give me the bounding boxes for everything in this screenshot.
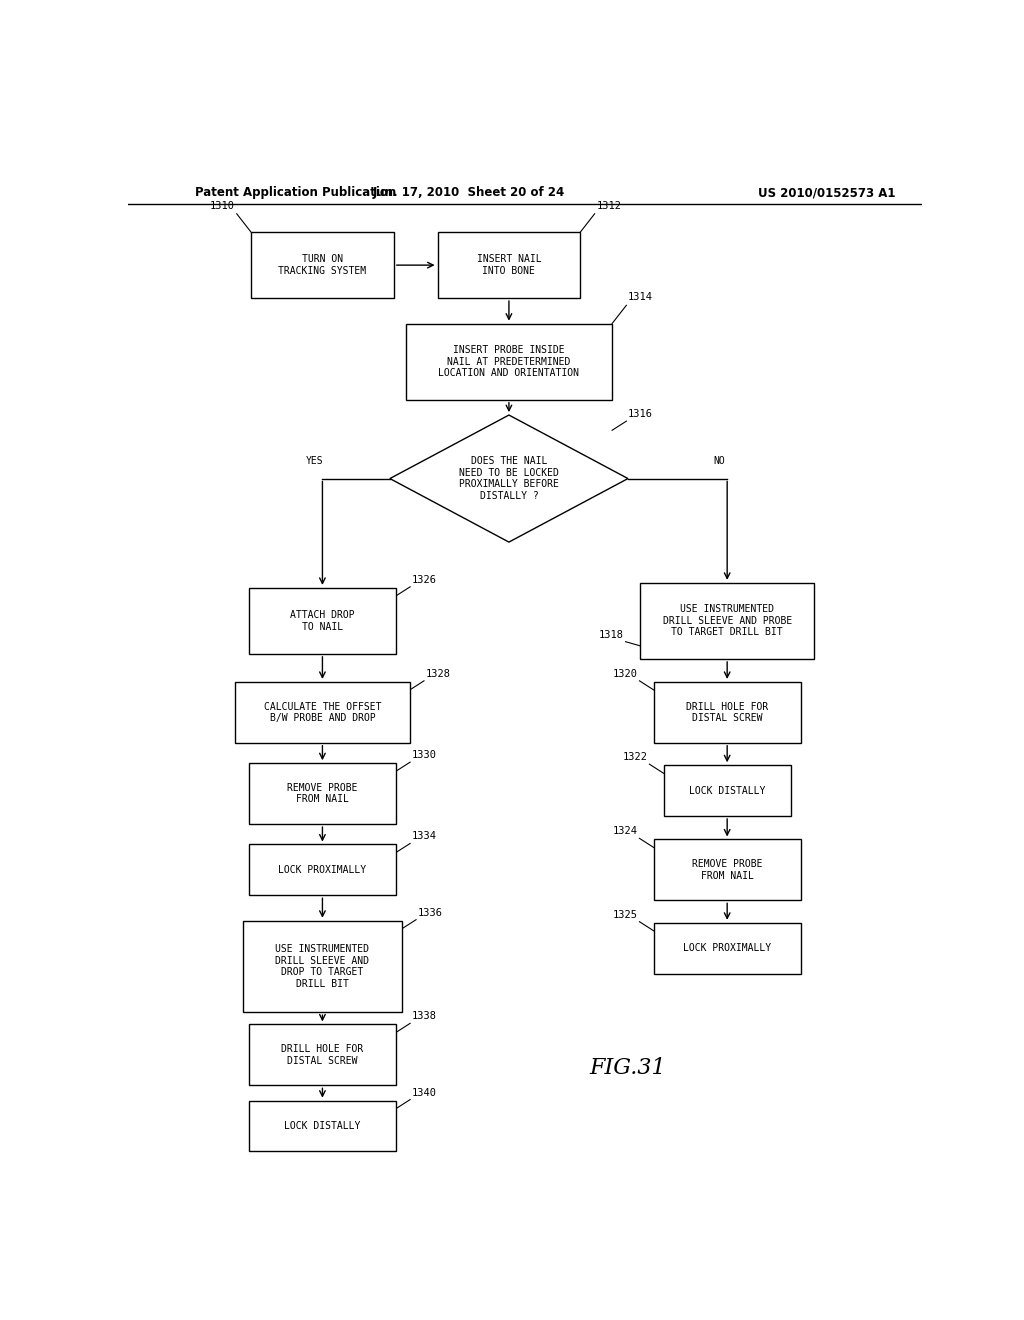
Text: 1322: 1322 bbox=[623, 752, 648, 762]
FancyBboxPatch shape bbox=[249, 763, 396, 824]
Text: USE INSTRUMENTED
DRILL SLEEVE AND
DROP TO TARGET
DRILL BIT: USE INSTRUMENTED DRILL SLEEVE AND DROP T… bbox=[275, 944, 370, 989]
Text: ATTACH DROP
TO NAIL: ATTACH DROP TO NAIL bbox=[290, 610, 354, 632]
Text: Jun. 17, 2010  Sheet 20 of 24: Jun. 17, 2010 Sheet 20 of 24 bbox=[373, 186, 565, 199]
FancyBboxPatch shape bbox=[249, 1024, 396, 1085]
Text: 1318: 1318 bbox=[599, 630, 624, 640]
Text: LOCK DISTALLY: LOCK DISTALLY bbox=[689, 785, 765, 796]
FancyBboxPatch shape bbox=[236, 682, 410, 743]
FancyBboxPatch shape bbox=[664, 766, 791, 816]
Text: LOCK DISTALLY: LOCK DISTALLY bbox=[285, 1121, 360, 1131]
FancyBboxPatch shape bbox=[243, 921, 401, 1012]
FancyBboxPatch shape bbox=[249, 845, 396, 895]
Text: LOCK PROXIMALLY: LOCK PROXIMALLY bbox=[279, 865, 367, 875]
Text: REMOVE PROBE
FROM NAIL: REMOVE PROBE FROM NAIL bbox=[287, 783, 357, 804]
Text: USE INSTRUMENTED
DRILL SLEEVE AND PROBE
TO TARGET DRILL BIT: USE INSTRUMENTED DRILL SLEEVE AND PROBE … bbox=[663, 605, 792, 638]
Text: 1340: 1340 bbox=[412, 1088, 436, 1097]
FancyBboxPatch shape bbox=[640, 582, 814, 659]
Text: NO: NO bbox=[714, 457, 725, 466]
Text: 1316: 1316 bbox=[628, 409, 653, 420]
Text: TURN ON
TRACKING SYSTEM: TURN ON TRACKING SYSTEM bbox=[279, 255, 367, 276]
Text: 1326: 1326 bbox=[412, 574, 436, 585]
Text: 1314: 1314 bbox=[628, 292, 653, 302]
Text: 1330: 1330 bbox=[412, 750, 436, 760]
Text: DRILL HOLE FOR
DISTAL SCREW: DRILL HOLE FOR DISTAL SCREW bbox=[686, 701, 768, 723]
Text: REMOVE PROBE
FROM NAIL: REMOVE PROBE FROM NAIL bbox=[692, 859, 763, 880]
Text: INSERT NAIL
INTO BONE: INSERT NAIL INTO BONE bbox=[476, 255, 542, 276]
FancyBboxPatch shape bbox=[249, 587, 396, 653]
Text: 1334: 1334 bbox=[412, 832, 436, 841]
Text: FIG.31: FIG.31 bbox=[590, 1057, 667, 1078]
Text: 1328: 1328 bbox=[426, 669, 451, 678]
Text: 1310: 1310 bbox=[210, 201, 236, 211]
Text: 1312: 1312 bbox=[596, 201, 622, 211]
Text: CALCULATE THE OFFSET
B/W PROBE AND DROP: CALCULATE THE OFFSET B/W PROBE AND DROP bbox=[264, 701, 381, 723]
Text: 1320: 1320 bbox=[613, 669, 638, 678]
Text: US 2010/0152573 A1: US 2010/0152573 A1 bbox=[758, 186, 895, 199]
FancyBboxPatch shape bbox=[406, 323, 612, 400]
Text: DOES THE NAIL
NEED TO BE LOCKED
PROXIMALLY BEFORE
DISTALLY ?: DOES THE NAIL NEED TO BE LOCKED PROXIMAL… bbox=[459, 457, 559, 502]
Text: Patent Application Publication: Patent Application Publication bbox=[196, 186, 396, 199]
Text: 1336: 1336 bbox=[418, 908, 442, 917]
Text: 1338: 1338 bbox=[412, 1011, 436, 1022]
FancyBboxPatch shape bbox=[653, 840, 801, 900]
FancyBboxPatch shape bbox=[653, 682, 801, 743]
Text: YES: YES bbox=[306, 457, 324, 466]
Text: INSERT PROBE INSIDE
NAIL AT PREDETERMINED
LOCATION AND ORIENTATION: INSERT PROBE INSIDE NAIL AT PREDETERMINE… bbox=[438, 345, 580, 379]
Text: 1325: 1325 bbox=[613, 909, 638, 920]
Polygon shape bbox=[390, 414, 628, 543]
Text: DRILL HOLE FOR
DISTAL SCREW: DRILL HOLE FOR DISTAL SCREW bbox=[282, 1044, 364, 1065]
Text: LOCK PROXIMALLY: LOCK PROXIMALLY bbox=[683, 944, 771, 953]
FancyBboxPatch shape bbox=[653, 923, 801, 974]
FancyBboxPatch shape bbox=[437, 232, 581, 298]
Text: 1324: 1324 bbox=[613, 826, 638, 837]
FancyBboxPatch shape bbox=[251, 232, 394, 298]
FancyBboxPatch shape bbox=[249, 1101, 396, 1151]
